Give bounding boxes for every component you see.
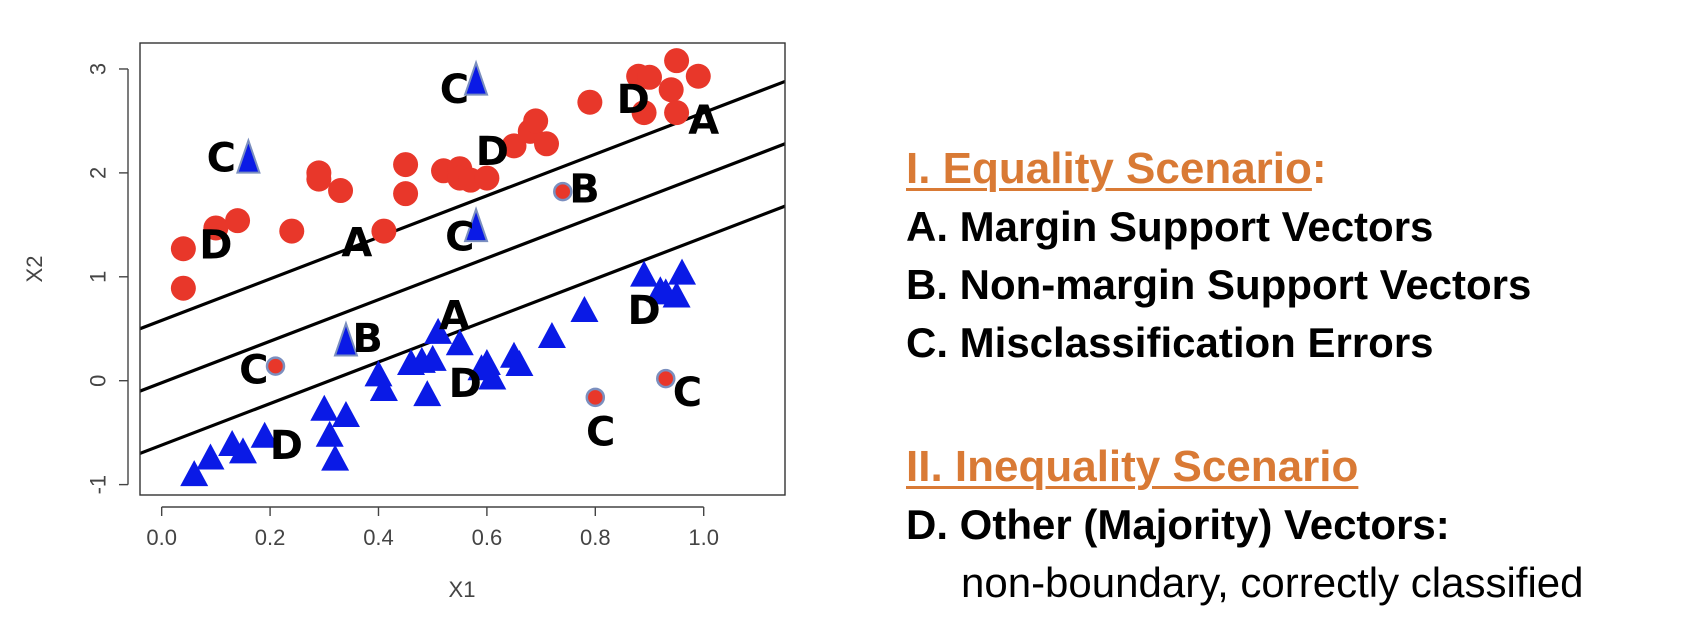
red-circle-point-10 xyxy=(393,181,419,207)
blue-triangle-point-7 xyxy=(321,444,350,471)
annotation-d-4: D xyxy=(476,129,509,175)
annotation-a-9: A xyxy=(439,293,470,339)
blue-triangle-point-1 xyxy=(196,443,225,470)
red-circle-point-0 xyxy=(170,236,196,262)
annotation-c-3: C xyxy=(207,135,236,181)
blue-triangle-point-23 xyxy=(570,296,599,323)
x-tick-label-3: 0.6 xyxy=(472,525,503,550)
section-2-heading: II. Inequality Scenario xyxy=(906,438,1686,496)
red-circle-point-9 xyxy=(393,152,419,178)
annotation-c-8: C xyxy=(445,214,474,260)
blue-triangle-point-6 xyxy=(315,420,344,447)
legend-item-a: A. Margin Support Vectors xyxy=(906,203,1434,250)
legend-item-c: C. Misclassification Errors xyxy=(906,319,1434,366)
misclassified-circle-1 xyxy=(265,356,286,376)
annotation-d-10: D xyxy=(627,288,660,334)
red-circle-point-23 xyxy=(631,100,657,126)
red-circle-point-25 xyxy=(664,100,690,126)
red-circle-point-26 xyxy=(664,48,690,74)
misclassified-triangle-0 xyxy=(463,59,489,96)
annotation-c-0: C xyxy=(440,67,469,113)
red-circle-point-3 xyxy=(225,208,251,234)
plot-frame xyxy=(139,42,786,496)
svm-scatter-chart: C D AC DBD A CA DBC D CCD 0.0 0.2 0.4 0.6 0.8 1.0-101… xyxy=(22,42,786,602)
misclassified-circle-0 xyxy=(553,181,573,202)
x-axis-label: X1 xyxy=(449,577,476,602)
red-circle-point-19 xyxy=(534,131,560,157)
data-points xyxy=(170,48,711,487)
misclassified-circle-2 xyxy=(585,387,606,408)
blue-triangle-point-10 xyxy=(369,374,398,401)
annotation-d-13: D xyxy=(449,361,482,407)
blue-triangle-point-4 xyxy=(250,421,279,448)
misclassified-circle-3 xyxy=(656,368,676,389)
annotation-d-6: D xyxy=(199,223,232,269)
blue-triangle-point-13 xyxy=(413,380,442,407)
x-tick-label-2: 0.4 xyxy=(363,525,394,550)
legend-item-b: B. Non-margin Support Vectors xyxy=(906,261,1532,308)
y-tick-label-2: 1 xyxy=(86,271,111,283)
blue-triangle-point-22 xyxy=(537,321,566,348)
misclassified-triangle-2 xyxy=(463,206,489,243)
axes: 0.0 0.2 0.4 0.6 0.8 1.0 -1 0 1 2 3 xyxy=(86,63,719,550)
red-circle-point-27 xyxy=(685,63,711,89)
annotation-b-5: B xyxy=(569,167,600,213)
x-tick-label-1: 0.2 xyxy=(255,525,286,550)
blue-triangle-point-5 xyxy=(310,394,339,421)
y-tick-label-4: 3 xyxy=(86,63,111,75)
red-circle-point-2 xyxy=(203,215,229,241)
blue-triangle-point-24 xyxy=(630,260,659,287)
x-tick-label-5: 1.0 xyxy=(688,525,719,550)
blue-triangle-point-27 xyxy=(668,258,697,285)
blue-triangle-point-3 xyxy=(228,437,257,464)
x-tick-label-4: 0.8 xyxy=(580,525,611,550)
section-2-title: II. Inequality Scenario xyxy=(906,442,1359,491)
red-circle-point-18 xyxy=(523,108,549,134)
legend-panel: I. Equality Scenario: A. Margin Support … xyxy=(906,140,1686,612)
y-axis-label: X2 xyxy=(22,256,47,283)
point-annotations: C D AC DBD A CA DBC D CCD xyxy=(199,67,719,469)
blue-triangle-point-14 xyxy=(418,344,447,371)
blue-triangle-point-21 xyxy=(505,350,534,377)
annotation-c-14: C xyxy=(673,370,702,416)
legend-item-d: D. Other (Majority) Vectors: xyxy=(906,501,1450,548)
section-1-title: I. Equality Scenario xyxy=(906,144,1312,193)
red-circle-point-7 xyxy=(328,178,354,204)
x-tick-label-0: 0.0 xyxy=(146,525,177,550)
red-circle-point-16 xyxy=(501,133,527,159)
red-circle-point-4 xyxy=(279,218,305,244)
red-circle-point-15 xyxy=(474,165,500,191)
red-circle-point-22 xyxy=(636,64,662,90)
blue-triangle-point-15 xyxy=(424,317,453,344)
annotation-d-1: D xyxy=(617,77,650,123)
y-tick-label-3: 2 xyxy=(86,167,111,179)
margin-line-2 xyxy=(140,142,785,393)
annotation-a-2: A xyxy=(688,98,719,144)
annotation-c-12: C xyxy=(239,347,268,393)
red-circle-point-6 xyxy=(306,166,332,192)
annotation-d-16: D xyxy=(270,423,303,469)
red-circle-point-8 xyxy=(371,218,397,244)
annotation-a-7: A xyxy=(341,221,372,267)
annotation-b-11: B xyxy=(352,316,383,362)
blue-triangle-point-19 xyxy=(478,363,507,390)
y-tick-label-1: 0 xyxy=(86,375,111,387)
blue-triangle-point-28 xyxy=(662,281,691,308)
margin-line-3 xyxy=(140,204,785,455)
blue-triangle-point-0 xyxy=(180,460,209,487)
red-circle-point-24 xyxy=(658,77,684,103)
misclassified-triangle-1 xyxy=(236,137,261,174)
section-1-colon: : xyxy=(1311,144,1327,193)
red-circle-point-20 xyxy=(577,89,603,115)
blue-triangle-point-16 xyxy=(445,329,474,356)
annotation-c-15: C xyxy=(586,410,615,456)
legend-item-d-description: non-boundary, correctly classified xyxy=(961,559,1584,606)
y-tick-label-0: -1 xyxy=(86,475,111,495)
section-1-heading: I. Equality Scenario: xyxy=(906,140,1686,198)
misclassified-triangle-3 xyxy=(333,320,359,357)
blue-triangle-point-8 xyxy=(331,400,360,427)
red-circle-point-1 xyxy=(170,275,196,301)
